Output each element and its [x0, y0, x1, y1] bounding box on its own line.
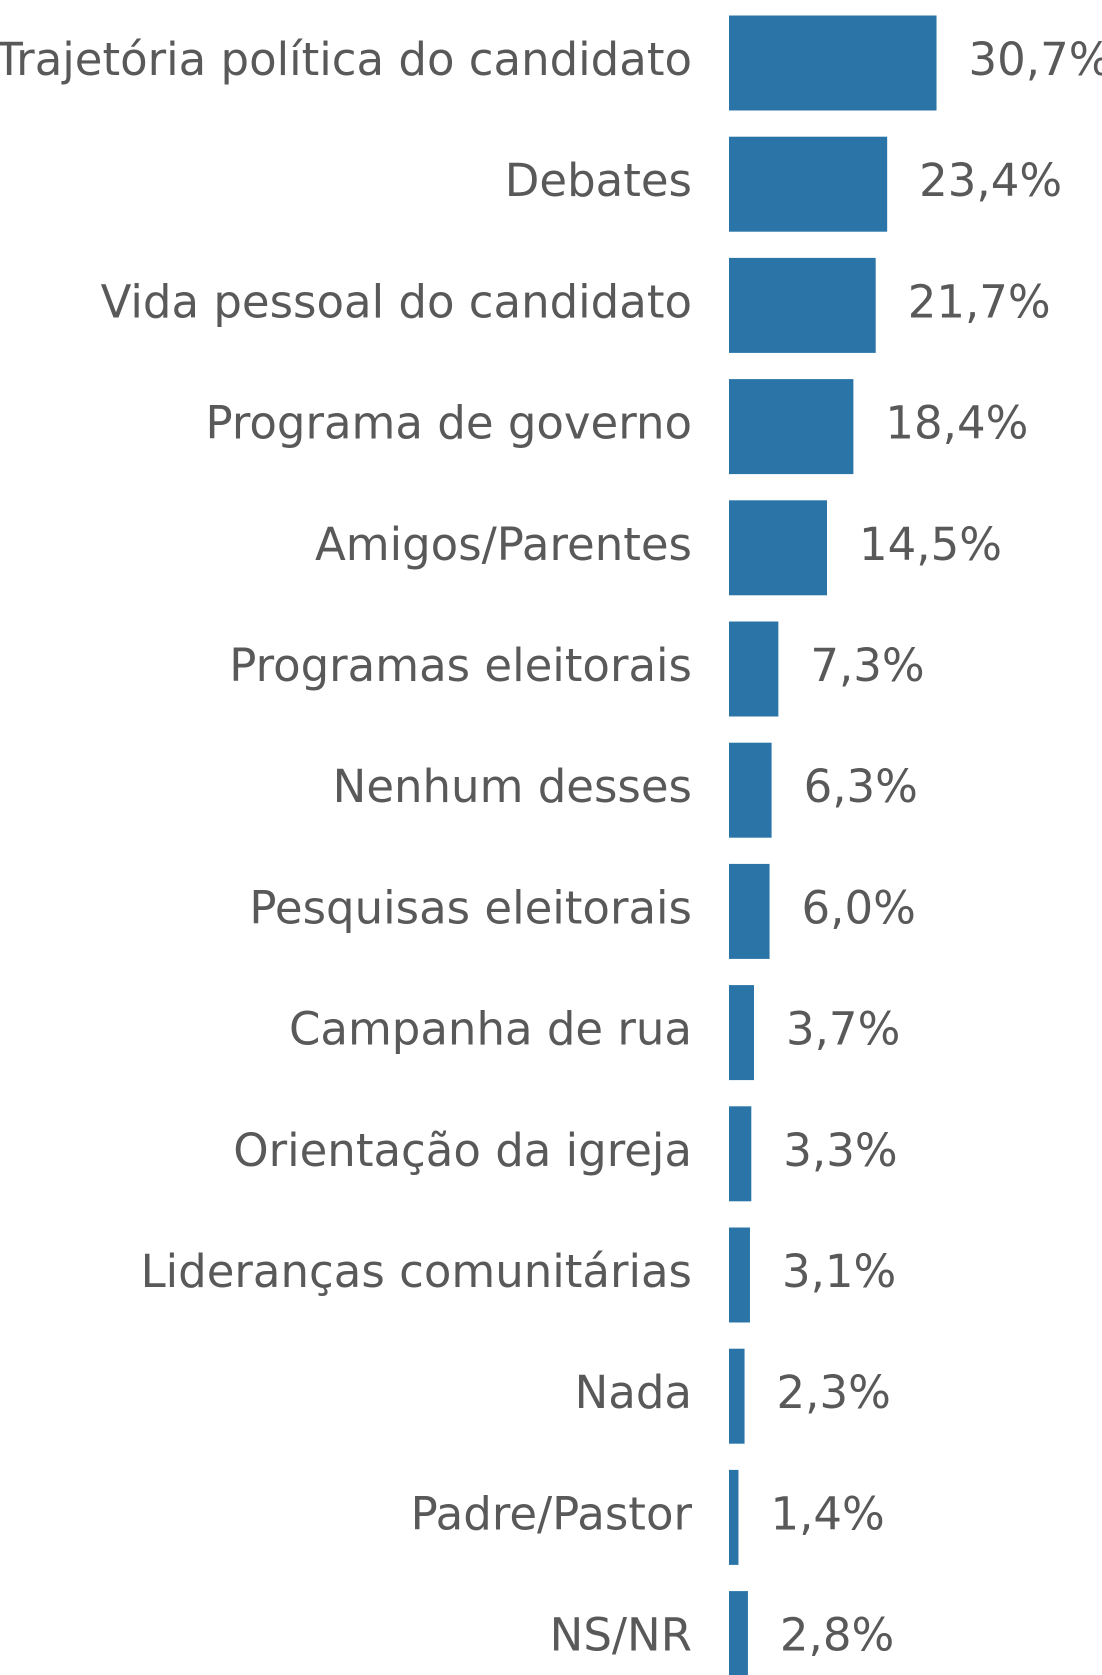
- value-label: 3,3%: [783, 1124, 897, 1177]
- value-label: 1,4%: [770, 1487, 884, 1540]
- category-label: Orientação da igreja: [233, 1124, 692, 1177]
- value-label: 7,3%: [810, 639, 924, 692]
- category-label: Campanha de rua: [289, 1003, 692, 1056]
- category-label: Pesquisas eleitorais: [249, 881, 692, 934]
- category-label: Vida pessoal do candidato: [101, 275, 692, 328]
- category-label: Nada: [575, 1366, 692, 1419]
- category-label: Lideranças comunitárias: [141, 1245, 692, 1298]
- bar: [729, 985, 755, 1081]
- bar: [729, 1469, 739, 1565]
- category-label: Debates: [505, 154, 692, 207]
- category-label: Programas eleitorais: [229, 639, 692, 692]
- bar: [729, 1227, 750, 1323]
- category-label: Amigos/Parentes: [315, 518, 692, 571]
- category-label: Programa de governo: [206, 397, 692, 450]
- category-label: Padre/Pastor: [411, 1487, 693, 1540]
- bar: [729, 500, 828, 596]
- category-label: Nenhum desses: [333, 760, 692, 813]
- bar: [729, 1591, 748, 1675]
- bar: [729, 1106, 752, 1202]
- bar: [729, 742, 772, 838]
- bar: [729, 15, 937, 111]
- bar: [729, 136, 888, 232]
- bar: [729, 863, 770, 959]
- value-label: 30,7%: [969, 33, 1102, 86]
- bar: [729, 257, 876, 353]
- value-label: 21,7%: [908, 275, 1051, 328]
- value-label: 18,4%: [885, 397, 1028, 450]
- value-label: 2,3%: [777, 1366, 891, 1419]
- value-label: 23,4%: [919, 154, 1062, 207]
- value-label: 3,1%: [782, 1245, 896, 1298]
- category-label: Trajetória política do candidato: [0, 33, 692, 86]
- bar: [729, 379, 854, 475]
- category-label: NS/NR: [550, 1609, 692, 1662]
- value-label: 2,8%: [780, 1609, 894, 1662]
- value-label: 3,7%: [786, 1003, 900, 1056]
- value-label: 14,5%: [859, 518, 1002, 571]
- bar: [729, 1348, 745, 1444]
- bar: [729, 621, 779, 717]
- value-label: 6,3%: [804, 760, 918, 813]
- value-label: 6,0%: [802, 881, 916, 934]
